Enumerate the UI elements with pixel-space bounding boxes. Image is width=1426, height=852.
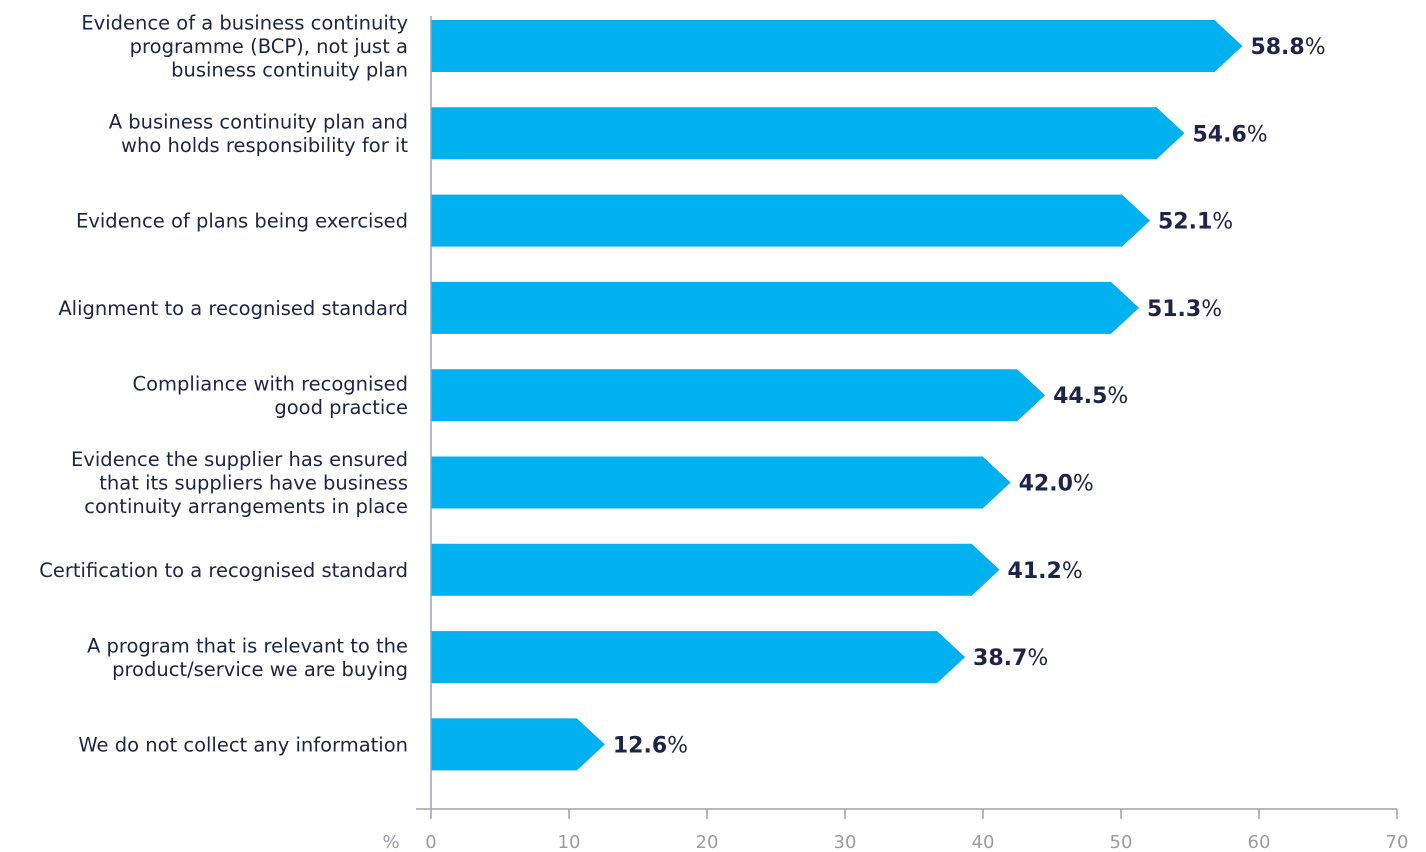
bar (431, 718, 605, 771)
value-number: 44.5 (1053, 384, 1107, 409)
category-label-line: Compliance with recognised (133, 372, 408, 395)
category-label: A business continuity plan and who holds … (109, 111, 409, 158)
bar (431, 369, 1046, 422)
axes: 0 10 20 30 40 50 60 70% (382, 16, 1408, 852)
bar (431, 543, 1000, 596)
x-tick-label: 20 (696, 832, 719, 852)
x-tick-label: 40 (972, 832, 995, 852)
category-label: Evidence of plans being exercised (76, 210, 408, 233)
bar (431, 20, 1243, 72)
bars-layer (431, 20, 1243, 771)
value-suffix: % (1027, 646, 1048, 671)
x-axis-unit-label: % (382, 832, 399, 852)
x-tick-label: 70 (1386, 832, 1409, 852)
value-label: 41.2% (1008, 559, 1083, 584)
value-suffix: % (1107, 384, 1128, 409)
category-label: Evidence the supplier has ensured that it… (71, 448, 408, 518)
x-tick-label: 50 (1110, 832, 1133, 852)
bar (431, 281, 1139, 334)
category-label: A program that is relevant to the product… (87, 634, 408, 681)
value-number: 51.3 (1147, 297, 1201, 322)
value-number: 41.2 (1008, 559, 1062, 584)
value-suffix: % (1247, 122, 1268, 147)
bar (431, 194, 1150, 247)
value-suffix: % (667, 733, 688, 758)
x-tick-label: 0 (425, 832, 436, 852)
x-tick-label: 30 (834, 832, 857, 852)
category-labels-layer: Evidence of a business continuity program… (39, 12, 408, 757)
bar (431, 456, 1011, 509)
value-number: 12.6 (613, 733, 667, 758)
category-label: We do not collect any information (78, 733, 408, 756)
category-label-line: that its suppliers have business (99, 472, 408, 495)
value-label: 52.1% (1158, 210, 1233, 235)
category-label-line: Evidence of plans being exercised (76, 210, 408, 233)
category-label: Evidence of a business continuity program… (81, 12, 408, 82)
value-label: 54.6% (1192, 122, 1267, 147)
value-label: 38.7% (973, 646, 1048, 671)
value-number: 38.7 (973, 646, 1027, 671)
category-label: Compliance with recognised good practice (133, 372, 408, 419)
category-label-line: Evidence the supplier has ensured (71, 448, 408, 471)
category-label-line: good practice (274, 396, 408, 419)
value-label: 12.6% (613, 733, 688, 758)
value-label: 42.0% (1019, 472, 1094, 497)
value-labels-layer: 58.8%54.6%52.1%51.3%44.5%42.0%41.2%38.7%… (613, 35, 1326, 758)
category-label: Certification to a recognised standard (39, 559, 408, 582)
x-tick-label: 10 (558, 832, 581, 852)
value-suffix: % (1062, 559, 1083, 584)
category-label-line: Alignment to a recognised standard (58, 297, 408, 320)
value-suffix: % (1073, 472, 1094, 497)
value-number: 52.1 (1158, 210, 1212, 235)
category-label-line: programme (BCP), not just a (130, 35, 408, 58)
value-suffix: % (1201, 297, 1222, 322)
category-label-line: Evidence of a business continuity (81, 12, 408, 35)
category-label-line: who holds responsibility for it (121, 134, 408, 157)
value-label: 44.5% (1053, 384, 1128, 409)
category-label-line: business continuity plan (171, 59, 408, 82)
category-label-line: We do not collect any information (78, 733, 408, 756)
bar (431, 107, 1185, 160)
category-label-line: A business continuity plan and (109, 111, 408, 134)
category-label-line: A program that is relevant to the (87, 634, 408, 657)
value-suffix: % (1305, 35, 1326, 60)
bar (431, 631, 966, 684)
category-label-line: Certification to a recognised standard (39, 559, 408, 582)
value-number: 54.6 (1192, 122, 1246, 147)
category-label-line: product/service we are buying (112, 658, 408, 681)
value-suffix: % (1212, 210, 1233, 235)
category-label-line: continuity arrangements in place (84, 495, 408, 518)
value-label: 58.8% (1250, 35, 1325, 60)
value-label: 51.3% (1147, 297, 1222, 322)
value-number: 58.8 (1250, 35, 1304, 60)
x-tick-label: 60 (1248, 832, 1271, 852)
value-number: 42.0 (1019, 472, 1073, 497)
category-label: Alignment to a recognised standard (58, 297, 408, 320)
